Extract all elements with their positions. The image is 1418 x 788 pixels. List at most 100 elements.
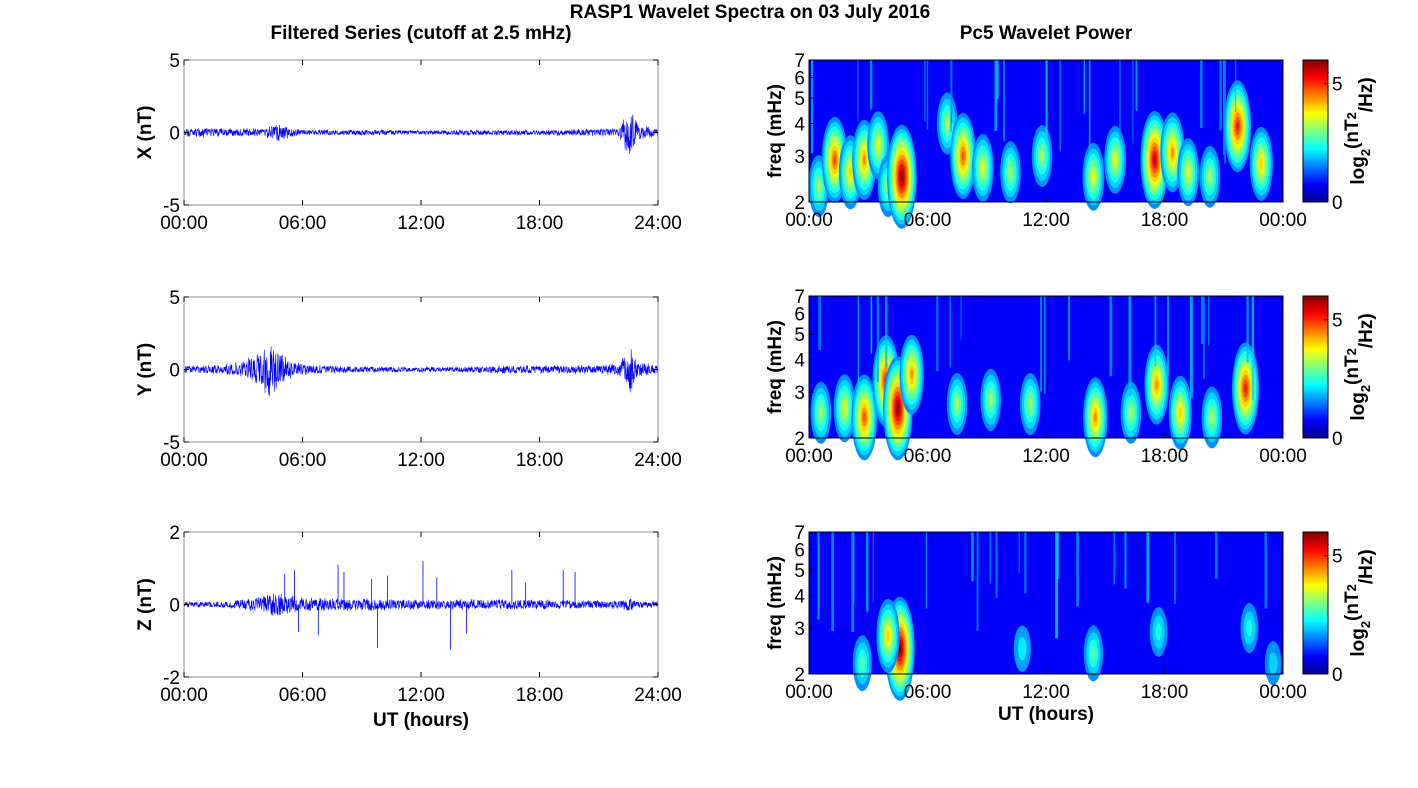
x-tick-label: 24:00 [634, 685, 682, 706]
power-contour [1178, 407, 1183, 419]
x-axis-label: UT (hours) [998, 704, 1094, 725]
colorbar-label-part: log [1348, 628, 1369, 657]
line-panel-z: 2 0 -200:00 06:00 12:00 18:00 24:00 Z (nT) UT (h… [135, 523, 682, 731]
power-contour [1155, 623, 1162, 641]
power-contour [848, 166, 853, 178]
colorbar-label-part: 2 [1358, 149, 1373, 156]
x-tick-label: 06:00 [279, 450, 327, 471]
power-contour [1153, 155, 1156, 165]
power-contour [886, 630, 890, 642]
power-contour [900, 172, 904, 182]
y-tick-label: -5 [163, 196, 180, 217]
y-tick-label: 7 [794, 51, 805, 72]
power-hotspot [1231, 342, 1259, 435]
x-tick-label: 00:00 [160, 450, 208, 471]
y-tick-label: 5 [794, 89, 805, 110]
x-tick-label: 24:00 [634, 213, 682, 234]
power-contour [910, 369, 914, 380]
y-axis-label: freq (mHz) [765, 320, 786, 414]
power-contour [1018, 637, 1027, 661]
power-hotspot [1000, 141, 1021, 204]
x-tick-label: 06:00 [904, 446, 952, 467]
power-hotspot [1240, 603, 1259, 654]
power-contour [898, 644, 902, 654]
colorbar-label-part: /Hz) [1356, 313, 1377, 348]
x-tick-label: 12:00 [1022, 210, 1070, 231]
power-contour [859, 656, 865, 671]
y-tick-label: 0 [169, 124, 180, 145]
x-tick-label: 12:00 [1022, 446, 1070, 467]
colorbar-label-part: 2 [1344, 584, 1359, 591]
y-axis-label: freq (mHz) [765, 84, 786, 178]
colorbar-label-part: 2 [1344, 112, 1359, 119]
power-contour [961, 151, 965, 161]
y-tick-label: 0 [169, 361, 180, 382]
y-tick-label: 4 [794, 586, 805, 607]
colorbar-label-part: (nT [1342, 119, 1363, 149]
x-tick-label: 00:00 [1259, 210, 1307, 231]
y-axis-label: Z (nT) [135, 578, 156, 631]
signal-trace [183, 346, 659, 397]
power-hotspot [971, 133, 994, 202]
power-hotspot [950, 113, 976, 200]
y-tick-label: 5 [169, 288, 180, 309]
power-hotspot [887, 124, 917, 229]
y-tick-label: 6 [794, 304, 805, 325]
x-tick-label: 24:00 [634, 450, 682, 471]
x-tick-label: 18:00 [516, 450, 564, 471]
y-tick-label: -5 [163, 433, 180, 454]
power-hotspot [1083, 625, 1103, 682]
power-contour [1008, 166, 1013, 179]
power-contour [1028, 397, 1033, 411]
power-contour [1236, 121, 1239, 131]
power-hotspot [1199, 145, 1221, 208]
figure-title: RASP1 Wavelet Spectra on 03 July 2016 [570, 2, 930, 23]
power-hotspot [1082, 142, 1105, 211]
power-hotspot [1249, 126, 1273, 201]
y-tick-label: 6 [794, 540, 805, 561]
power-hotspot [1177, 138, 1200, 207]
power-contour [1244, 383, 1247, 393]
y-tick-label: 6 [794, 68, 805, 89]
x-tick-label: 00:00 [785, 682, 833, 703]
power-contour [1259, 158, 1263, 170]
x-tick-label: 06:00 [904, 682, 952, 703]
y-axis-label: X (nT) [135, 106, 156, 160]
x-tick-label: 18:00 [516, 213, 564, 234]
colorbar-tick-label: 5 [1332, 75, 1343, 96]
colorbar-label-part: (nT [1342, 591, 1363, 621]
y-axis-label: Y (nT) [135, 343, 156, 396]
x-tick-label: 00:00 [160, 213, 208, 234]
power-contour [1170, 147, 1174, 158]
power-contour [981, 162, 985, 174]
power-hotspot [1031, 125, 1053, 188]
power-contour [1091, 171, 1096, 183]
power-contour [1128, 406, 1133, 419]
x-tick-label: 06:00 [904, 210, 952, 231]
power-hotspot [980, 368, 1001, 431]
colorbar-tick-label: 5 [1332, 311, 1343, 332]
power-contour [818, 406, 823, 419]
x-tick-label: 18:00 [1141, 210, 1189, 231]
power-hotspot [899, 334, 924, 415]
power-hotspot [1224, 80, 1252, 173]
power-hotspot [946, 372, 968, 435]
signal-trace [183, 593, 659, 616]
y-tick-label: 5 [169, 51, 180, 72]
x-tick-label: 00:00 [785, 210, 833, 231]
colorbar-tick-label: 0 [1332, 665, 1343, 686]
x-tick-label: 00:00 [1259, 682, 1307, 703]
y-tick-label: 5 [794, 561, 805, 582]
x-tick-label: 12:00 [1022, 682, 1070, 703]
x-tick-label: 06:00 [279, 213, 327, 234]
colorbar-label-part: log [1348, 156, 1369, 185]
x-tick-label: 00:00 [1259, 446, 1307, 467]
power-hotspot [1120, 381, 1142, 444]
power-hotspot [1201, 386, 1223, 449]
y-tick-label: 3 [794, 383, 805, 404]
x-tick-label: 18:00 [1141, 446, 1189, 467]
